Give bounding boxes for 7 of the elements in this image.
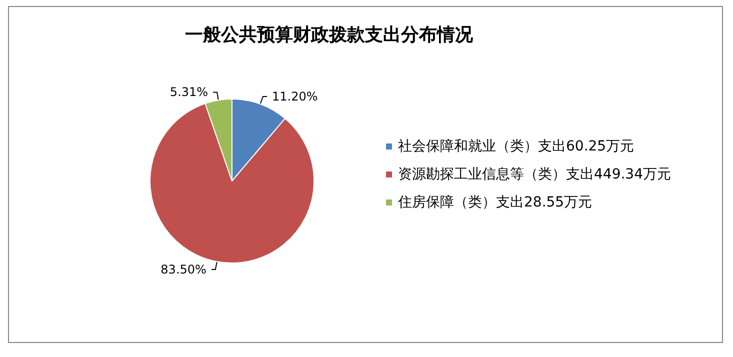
data-label: 11.20%: [272, 90, 318, 104]
legend-label: 住房保障（类）支出28.55万元: [397, 194, 592, 210]
data-label: 5.31%: [170, 85, 208, 100]
data-label: 83.50%: [160, 262, 206, 276]
chart-title: 一般公共预算财政拨款支出分布情况: [185, 24, 474, 46]
legend-label: 资源勘探工业信息等（类）支出449.34万元: [398, 166, 671, 182]
legend-label: 社会保障和就业（类）支出60.25万元: [398, 138, 634, 154]
